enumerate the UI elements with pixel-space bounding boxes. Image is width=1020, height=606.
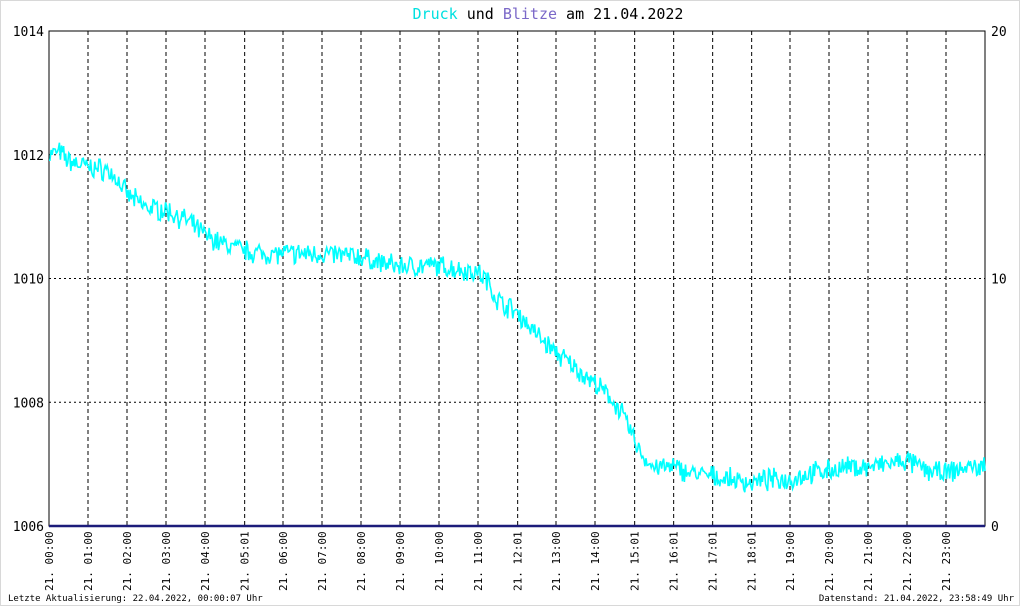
horizontal-gridlines [49, 154, 985, 403]
x-tick-label: 21. 03:00 [160, 531, 173, 591]
y-right-tick-label: 0 [991, 520, 999, 535]
y-left-tick-label: 1014 [13, 25, 44, 40]
x-tick-label: 21. 23:00 [940, 531, 953, 591]
x-tick-label: 21. 20:00 [823, 531, 836, 591]
x-tick-label: 21. 11:00 [472, 531, 485, 591]
x-tick-label: 21. 07:00 [316, 531, 329, 591]
x-tick-label: 21. 17:01 [707, 531, 720, 591]
x-tick-label: 21. 18:01 [746, 531, 759, 591]
x-tick-label: 21. 15:01 [629, 531, 642, 591]
footer-last-update: Letzte Aktualisierung: 22.04.2022, 00:00… [8, 594, 263, 604]
x-tick-label: 21. 08:00 [355, 531, 368, 591]
x-tick-label: 21. 10:00 [433, 531, 446, 591]
y-right-tick-label: 20 [991, 25, 1007, 40]
x-tick-label: 21. 14:00 [589, 531, 602, 591]
y-left-tick-label: 1010 [13, 273, 44, 288]
x-tick-label: 21. 19:00 [784, 531, 797, 591]
title-druck: Druck [413, 5, 458, 23]
vertical-gridlines [87, 31, 947, 526]
x-tick-label: 21. 22:00 [901, 531, 914, 591]
y-left-tick-label: 1008 [13, 396, 44, 411]
x-tick-label: 21. 21:00 [862, 531, 875, 591]
x-axis: 21. 00:00 21. 01:00 21. 02:00 21. 03:00 21. … [43, 531, 953, 591]
y-left-tick-label: 1012 [13, 149, 44, 164]
series-layer [48, 142, 986, 528]
y-right-tick-label: 10 [991, 273, 1007, 288]
x-tick-label: 21. 04:00 [199, 531, 212, 591]
x-tick-label: 21. 16:01 [668, 531, 681, 591]
x-tick-label: 21. 02:00 [121, 531, 134, 591]
x-tick-label: 21. 12:01 [512, 531, 525, 591]
x-tick-label: 21. 13:00 [550, 531, 563, 591]
x-tick-label: 21. 00:00 [43, 531, 56, 591]
y-left-tick-label: 1006 [13, 520, 44, 535]
x-tick-label: 21. 09:00 [394, 531, 407, 591]
y-axis-right: 20 10 0 [991, 25, 1007, 535]
x-tick-label: 21. 05:01 [239, 531, 252, 591]
chart-title: Druck und Blitze am 21.04.2022 [413, 5, 684, 23]
title-date: am 21.04.2022 [557, 5, 683, 23]
footer-data-status: Datenstand: 21.04.2022, 23:58:49 Uhr [819, 594, 1015, 604]
title-und: und [458, 5, 503, 23]
x-tick-label: 21. 01:00 [82, 531, 95, 591]
series-druck-line [48, 142, 986, 493]
y-axis-left: 1014 1012 1010 1008 1006 [13, 25, 44, 535]
x-tick-label: 21. 06:00 [277, 531, 290, 591]
title-blitze: Blitze [503, 5, 557, 23]
